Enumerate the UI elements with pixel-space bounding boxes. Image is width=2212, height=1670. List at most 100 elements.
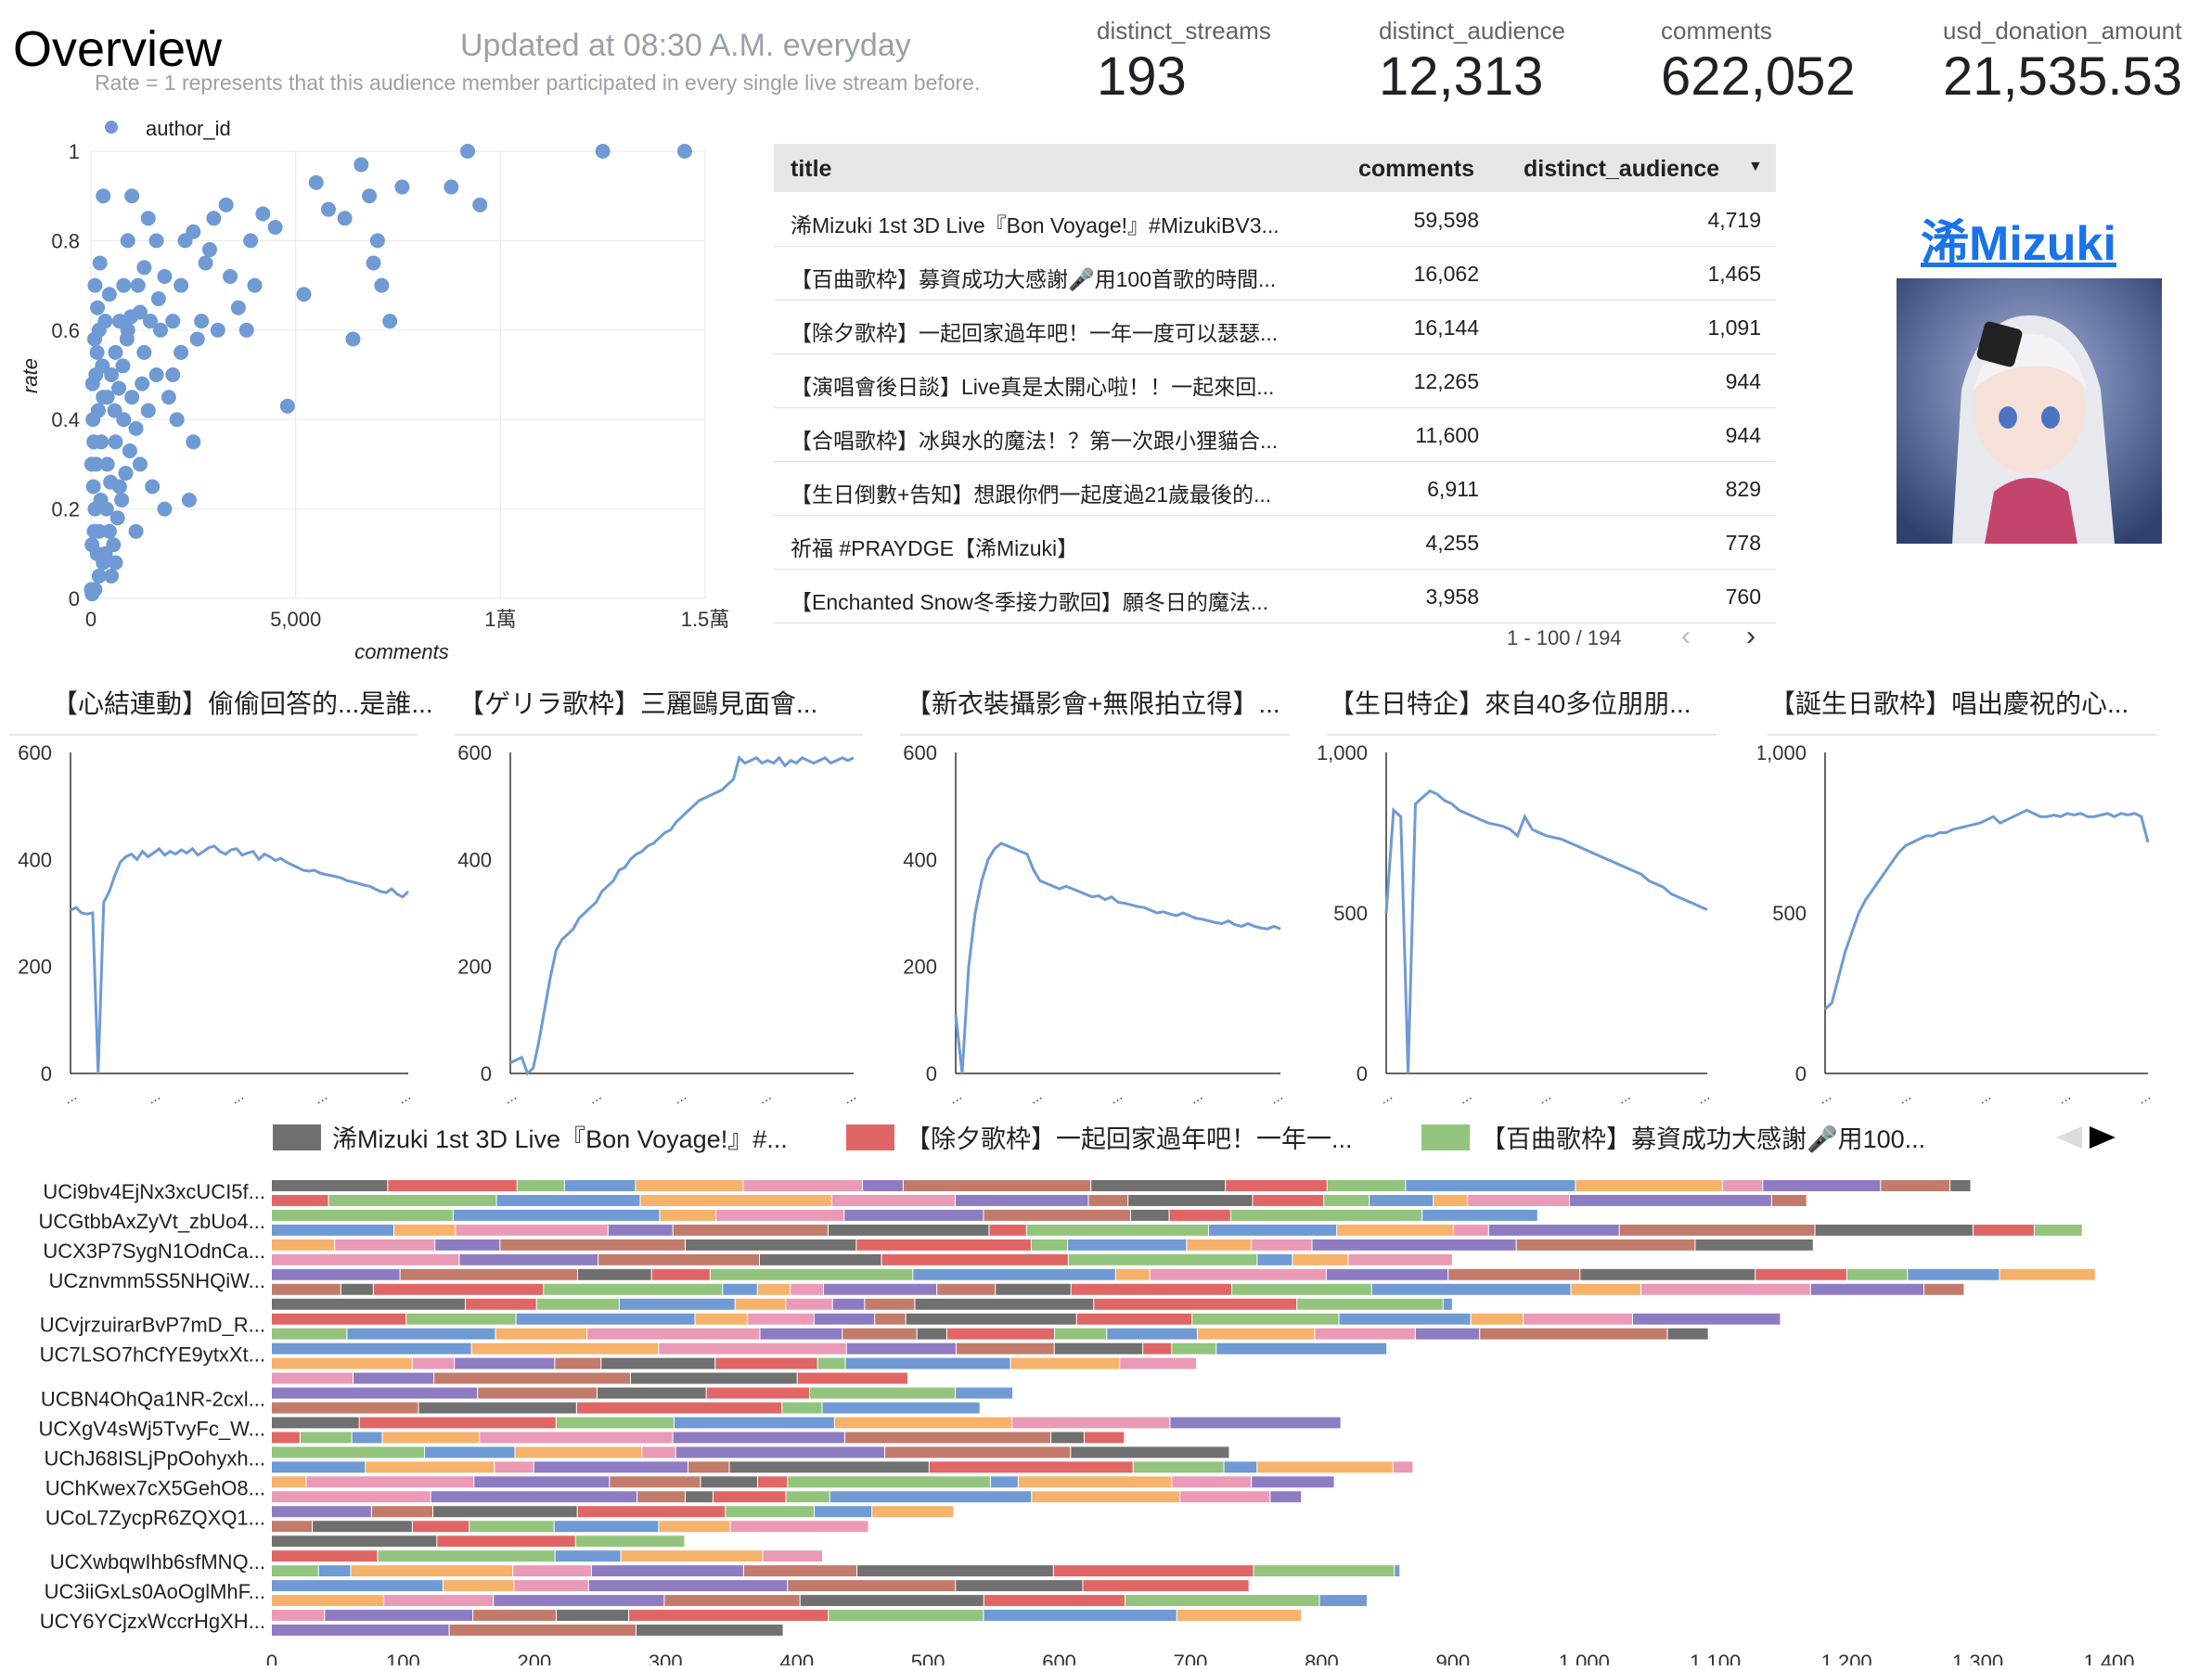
bar-segment[interactable] [272, 1387, 478, 1399]
bar-segment[interactable] [1810, 1283, 1923, 1295]
bar-segment[interactable] [272, 1180, 388, 1191]
bar-segment[interactable] [1846, 1268, 1908, 1280]
scatter-point[interactable] [95, 358, 110, 374]
bar-segment[interactable] [1881, 1180, 1950, 1191]
table-row[interactable]: 【演唱會後日談】Live真是太開心啦！！一起來回... 12,265 944 [774, 353, 1776, 408]
bar-segment[interactable] [1053, 1565, 1254, 1577]
bar-segment[interactable] [716, 1209, 844, 1221]
next-page-icon[interactable]: › [1746, 621, 1755, 651]
bar-segment[interactable] [686, 1239, 856, 1251]
bar-segment[interactable] [1133, 1461, 1224, 1473]
bar-segment[interactable] [788, 1580, 956, 1592]
bar-segment[interactable] [1032, 1491, 1180, 1503]
scatter-point[interactable] [189, 331, 205, 347]
bar-segment[interactable] [597, 1387, 706, 1399]
scatter-point[interactable] [337, 211, 353, 226]
scatter-point[interactable] [135, 376, 150, 392]
bar-segment[interactable] [1640, 1283, 1810, 1295]
scatter-point[interactable] [108, 434, 123, 450]
bar-segment[interactable] [800, 1595, 984, 1607]
bar-segment[interactable] [673, 1432, 844, 1444]
bar-segment[interactable] [555, 1357, 601, 1369]
bar-segment[interactable] [272, 1372, 354, 1384]
bar-segment[interactable] [1524, 1313, 1632, 1325]
bar-segment[interactable] [388, 1180, 517, 1191]
bar-segment[interactable] [757, 1283, 791, 1295]
bar-segment[interactable] [272, 1580, 443, 1592]
bar-segment[interactable] [1327, 1180, 1406, 1191]
scatter-point[interactable] [90, 300, 106, 315]
bar-segment[interactable] [1010, 1357, 1120, 1369]
scatter-point[interactable] [85, 479, 101, 495]
scatter-point[interactable] [128, 523, 144, 539]
bar-segment[interactable] [449, 1625, 636, 1636]
bar-segment[interactable] [989, 1224, 1026, 1236]
bar-segment[interactable] [575, 1535, 685, 1548]
bar-segment[interactable] [929, 1461, 1133, 1473]
bar-segment[interactable] [555, 1550, 621, 1562]
bar-segment[interactable] [1763, 1180, 1881, 1191]
bar-segment[interactable] [885, 1446, 1071, 1458]
bar-segment[interactable] [1443, 1298, 1452, 1310]
bar-segment[interactable] [937, 1283, 996, 1295]
bar-segment[interactable] [480, 1432, 673, 1444]
scatter-point[interactable] [218, 197, 234, 212]
bar-segment[interactable] [917, 1328, 946, 1340]
bar-segment[interactable] [743, 1180, 863, 1191]
bar-segment[interactable] [564, 1180, 636, 1191]
bar-segment[interactable] [378, 1550, 555, 1562]
bar-segment[interactable] [373, 1283, 544, 1295]
bar-segment[interactable] [453, 1209, 660, 1221]
bar-segment[interactable] [1120, 1357, 1197, 1369]
scatter-point[interactable] [116, 412, 132, 428]
scatter-point[interactable] [362, 188, 378, 204]
bar-segment[interactable] [642, 1446, 675, 1458]
scatter-point[interactable] [374, 277, 390, 293]
bar-segment[interactable] [1297, 1298, 1443, 1310]
bar-segment[interactable] [1254, 1565, 1395, 1577]
bar-segment[interactable] [2034, 1224, 2082, 1236]
bar-segment[interactable] [822, 1402, 980, 1414]
bar-segment[interactable] [701, 1476, 757, 1488]
bar-segment[interactable] [494, 1595, 664, 1607]
bar-segment[interactable] [1252, 1476, 1334, 1488]
bar-segment[interactable] [517, 1180, 564, 1191]
bar-segment[interactable] [1226, 1180, 1327, 1191]
bar-segment[interactable] [786, 1491, 830, 1503]
bar-segment[interactable] [1054, 1342, 1143, 1355]
scatter-point[interactable] [104, 367, 120, 382]
bar-segment[interactable] [272, 1268, 400, 1280]
bar-segment[interactable] [1071, 1283, 1231, 1295]
bar-segment[interactable] [1084, 1432, 1125, 1444]
scatter-point[interactable] [595, 144, 611, 159]
bar-segment[interactable] [659, 1521, 730, 1533]
scatter-point[interactable] [116, 277, 132, 293]
bar-segment[interactable] [791, 1283, 824, 1295]
bar-segment[interactable] [1231, 1283, 1371, 1295]
legend-label[interactable]: 浠Mizuki 1st 3D Live『Bon Voyage!』#... [332, 1125, 788, 1153]
scatter-point[interactable] [89, 344, 105, 360]
bar-segment[interactable] [660, 1209, 716, 1221]
table-row[interactable]: 【合唱歌枠】冰與水的魔法！？第一次跟小狸貓合... 11,600 944 [774, 407, 1776, 462]
bar-segment[interactable] [651, 1268, 710, 1280]
bar-segment[interactable] [706, 1387, 810, 1399]
line-chart-4[interactable]: 【生日特企】來自40多位朋朋... 0 500 1,000..............… [1318, 682, 1726, 1109]
scatter-chart[interactable]: author_id comments rate 0 5,000 1萬 1.5萬 0 0.2… [0, 116, 742, 663]
bar-segment[interactable] [1324, 1194, 1370, 1206]
scatter-point[interactable] [243, 233, 259, 249]
bar-segment[interactable] [1395, 1565, 1400, 1577]
scatter-point[interactable] [169, 412, 185, 428]
col-comments-header[interactable]: comments [1358, 156, 1475, 182]
bar-segment[interactable] [782, 1402, 822, 1414]
bar-segment[interactable] [478, 1387, 597, 1399]
bar-segment[interactable] [1143, 1342, 1172, 1355]
bar-segment[interactable] [300, 1432, 352, 1444]
bar-segment[interactable] [844, 1209, 984, 1221]
bar-segment[interactable] [1575, 1180, 1722, 1191]
scatter-point[interactable] [87, 277, 103, 293]
bar-segment[interactable] [1516, 1239, 1695, 1251]
scatter-point[interactable] [198, 255, 213, 271]
bar-segment[interactable] [1370, 1194, 1434, 1206]
bar-segment[interactable] [915, 1298, 1094, 1310]
bar-segment[interactable] [1312, 1239, 1516, 1251]
